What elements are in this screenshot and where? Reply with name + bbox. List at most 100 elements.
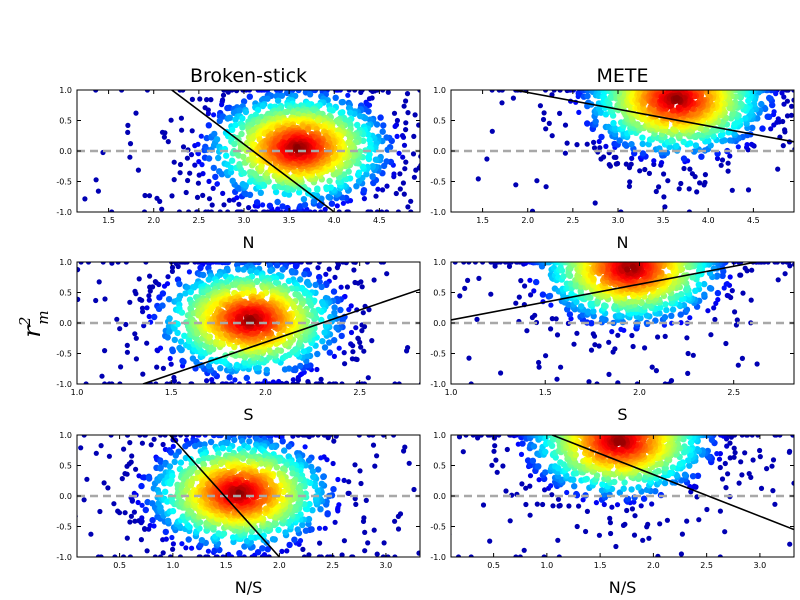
data-point bbox=[118, 364, 124, 370]
data-point bbox=[132, 331, 138, 337]
data-point bbox=[318, 283, 325, 291]
data-point bbox=[229, 90, 235, 93]
data-point bbox=[391, 110, 398, 116]
data-point bbox=[171, 378, 177, 384]
data-point bbox=[615, 332, 621, 338]
data-point bbox=[331, 337, 338, 344]
data-point bbox=[369, 163, 376, 170]
data-point bbox=[506, 263, 513, 269]
scatter-points bbox=[12, 90, 464, 212]
data-point bbox=[492, 262, 498, 265]
data-point bbox=[160, 365, 166, 371]
data-point bbox=[331, 304, 338, 311]
data-point bbox=[279, 266, 286, 273]
data-point bbox=[748, 297, 754, 303]
data-point bbox=[210, 185, 216, 191]
data-point bbox=[570, 90, 577, 93]
data-point bbox=[459, 127, 464, 132]
data-point bbox=[431, 338, 436, 343]
data-point bbox=[586, 379, 592, 384]
data-point bbox=[216, 117, 223, 125]
data-point bbox=[203, 342, 210, 350]
data-point bbox=[543, 126, 549, 132]
data-point bbox=[281, 190, 288, 198]
data-point bbox=[137, 296, 143, 302]
data-point bbox=[602, 111, 610, 118]
data-point bbox=[355, 280, 361, 286]
data-point bbox=[144, 90, 150, 93]
data-point bbox=[243, 374, 250, 382]
data-point bbox=[616, 312, 623, 319]
data-point bbox=[60, 298, 65, 303]
x-tick-label: 4.0 bbox=[702, 216, 715, 225]
data-point bbox=[338, 284, 344, 290]
data-point bbox=[12, 131, 17, 136]
data-point bbox=[668, 378, 675, 384]
data-point bbox=[402, 166, 408, 172]
data-point bbox=[301, 201, 309, 208]
y-tick-label: 0.5 bbox=[59, 117, 72, 126]
y-axis-label-subscript: m bbox=[34, 310, 52, 324]
data-point bbox=[543, 353, 549, 359]
data-point bbox=[226, 197, 232, 203]
data-point bbox=[403, 159, 409, 165]
data-point bbox=[358, 344, 364, 350]
data-point bbox=[336, 209, 342, 212]
data-point bbox=[729, 187, 735, 193]
data-point bbox=[345, 168, 352, 175]
data-point bbox=[365, 131, 372, 138]
data-point bbox=[366, 96, 373, 102]
data-point bbox=[557, 110, 563, 116]
data-point bbox=[289, 269, 296, 276]
data-point bbox=[489, 90, 495, 93]
data-point bbox=[774, 262, 780, 265]
data-point bbox=[606, 371, 612, 377]
data-point bbox=[528, 292, 534, 298]
data-point bbox=[576, 109, 582, 115]
data-point bbox=[470, 375, 475, 380]
data-point bbox=[242, 108, 250, 116]
data-point bbox=[314, 185, 321, 192]
data-point bbox=[379, 209, 385, 212]
data-point bbox=[264, 95, 271, 102]
data-point bbox=[336, 345, 342, 351]
data-point bbox=[210, 164, 217, 172]
data-point bbox=[668, 136, 675, 144]
data-point bbox=[734, 317, 740, 323]
data-point bbox=[710, 126, 717, 134]
data-point bbox=[513, 182, 519, 188]
data-point bbox=[562, 122, 569, 128]
data-point bbox=[141, 323, 147, 329]
data-point bbox=[291, 304, 298, 311]
data-point bbox=[325, 193, 332, 201]
y-tick-label: 1.0 bbox=[59, 258, 72, 267]
x-tick-label: 1.5 bbox=[476, 216, 489, 225]
data-point bbox=[651, 158, 657, 164]
data-point bbox=[749, 141, 755, 147]
data-point bbox=[161, 134, 167, 140]
data-point bbox=[366, 136, 373, 144]
data-point bbox=[226, 374, 233, 381]
data-point bbox=[364, 262, 370, 265]
data-point bbox=[410, 151, 417, 157]
data-point bbox=[319, 338, 326, 345]
data-point bbox=[653, 368, 660, 374]
data-point bbox=[588, 320, 595, 327]
x-axis-label: S bbox=[243, 405, 253, 424]
data-point bbox=[418, 154, 420, 159]
data-point bbox=[738, 272, 744, 278]
data-point bbox=[673, 142, 680, 149]
data-point bbox=[213, 338, 220, 345]
data-point bbox=[242, 182, 249, 189]
data-point bbox=[292, 263, 300, 270]
data-point bbox=[744, 142, 750, 148]
data-point bbox=[285, 277, 293, 285]
data-point bbox=[727, 274, 733, 280]
data-point bbox=[96, 279, 102, 285]
data-point bbox=[194, 194, 201, 200]
y-axis-label-base: r bbox=[18, 325, 46, 338]
fit-line bbox=[171, 90, 335, 212]
data-point bbox=[319, 381, 325, 384]
data-point bbox=[574, 142, 580, 148]
data-point bbox=[355, 336, 361, 342]
